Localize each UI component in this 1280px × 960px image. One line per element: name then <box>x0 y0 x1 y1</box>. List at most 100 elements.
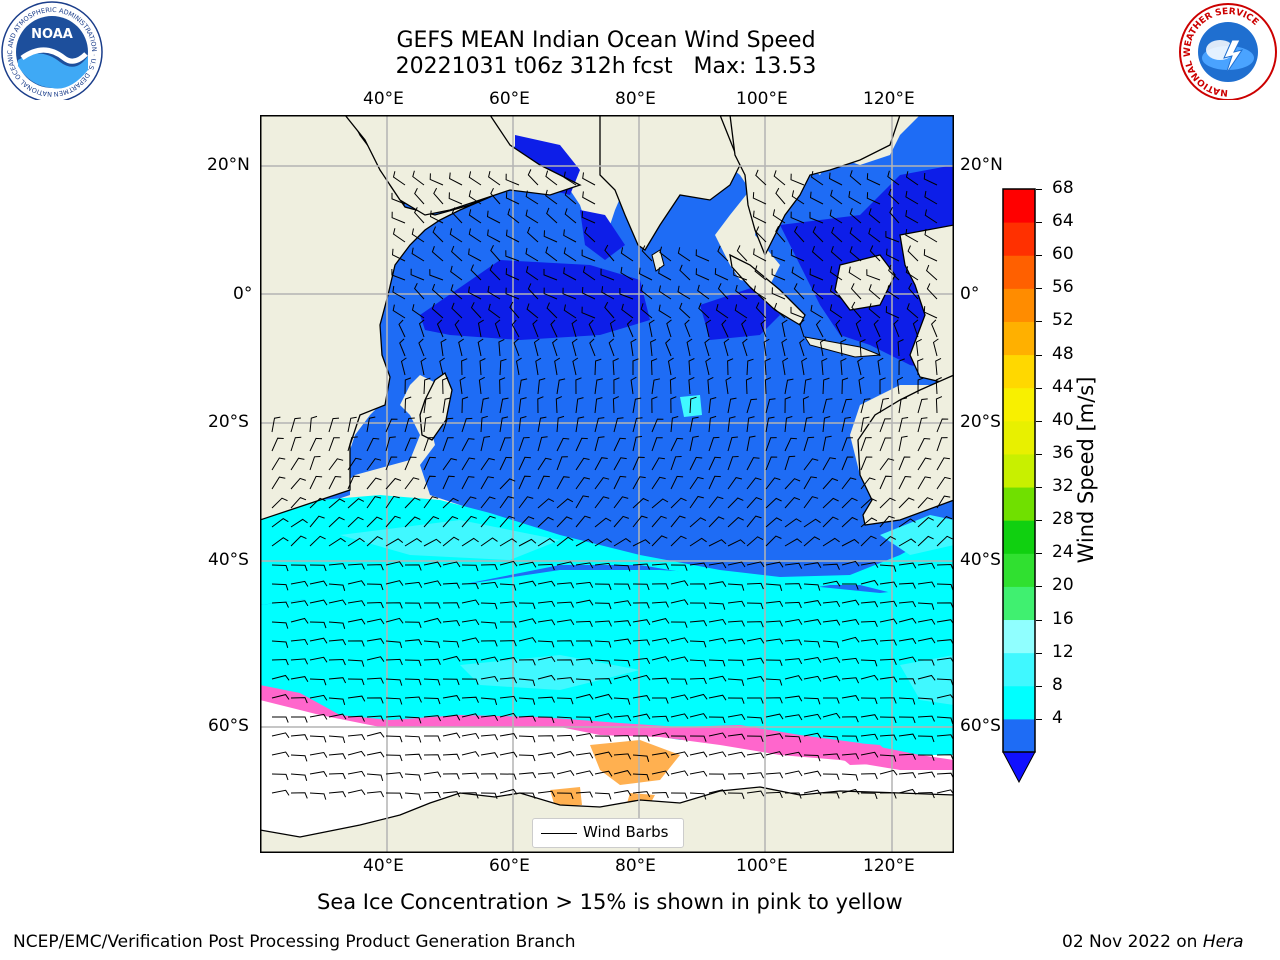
wind-barb <box>898 417 909 433</box>
wind-barb <box>784 714 803 721</box>
wind-barb <box>309 771 328 777</box>
wind-barb <box>708 516 725 528</box>
wind-barb <box>404 581 423 588</box>
wind-barb <box>859 339 866 357</box>
wind-barb <box>461 713 480 719</box>
wind-barb <box>926 283 938 300</box>
wind-barb <box>581 286 596 300</box>
wind-barb <box>727 678 745 686</box>
wind-barb <box>518 475 531 490</box>
wind-barb <box>924 209 938 224</box>
wind-barb <box>829 209 843 224</box>
wind-barb <box>347 416 357 433</box>
wind-barb <box>461 637 480 644</box>
wind-barb <box>885 306 900 319</box>
wind-barb <box>651 770 670 777</box>
wind-barb <box>290 792 308 799</box>
wind-barb <box>525 266 539 281</box>
wind-barb <box>366 697 384 704</box>
wind-barb <box>873 319 881 338</box>
colorbar-segment <box>1003 321 1035 356</box>
wind-barb <box>575 678 593 686</box>
wind-barb <box>803 713 822 720</box>
wind-barb <box>860 497 877 509</box>
wind-barb <box>480 476 494 490</box>
lat-tick-left: 0° <box>233 284 253 304</box>
wind-barb <box>931 319 938 338</box>
wind-barb <box>651 396 658 414</box>
wind-barb <box>271 732 290 739</box>
wind-barb <box>727 659 745 667</box>
wind-barb <box>860 456 873 471</box>
wind-barb <box>670 694 689 701</box>
wind-barb <box>875 338 882 357</box>
wind-barb <box>423 640 441 649</box>
wind-barb <box>885 248 900 262</box>
wind-barb <box>715 303 729 319</box>
wind-barb <box>746 435 756 452</box>
wind-barb <box>411 247 425 262</box>
wind-barb <box>555 396 562 414</box>
wind-barb <box>309 564 327 572</box>
wind-barb <box>515 357 522 376</box>
wind-barb <box>518 772 537 779</box>
wind-barb <box>822 477 839 490</box>
wind-barb <box>450 265 463 281</box>
wind-barb <box>765 791 783 799</box>
wind-barb <box>518 580 537 587</box>
wind-barb <box>721 319 729 338</box>
colorbar-tick-label: 68 <box>1052 178 1074 198</box>
wind-barb <box>537 457 552 471</box>
wind-barb <box>556 640 574 647</box>
wind-barb <box>309 475 323 490</box>
wind-barb <box>499 788 518 795</box>
wind-barb <box>746 515 762 528</box>
wind-barb <box>347 537 365 547</box>
wind-barb <box>835 319 843 338</box>
wind-barb <box>575 732 594 739</box>
wind-barb <box>879 754 897 762</box>
wind-barb <box>915 338 922 357</box>
wind-barb <box>765 678 783 686</box>
wind-barb <box>328 583 346 591</box>
wind-barb <box>754 265 767 281</box>
wind-barb <box>765 583 783 591</box>
wind-barb <box>499 358 507 376</box>
wind-barb <box>468 228 482 243</box>
wind-barb <box>727 600 746 607</box>
colorbar-tick-mark <box>1036 288 1042 290</box>
wind-barb <box>556 536 574 547</box>
wind-barb <box>404 437 417 452</box>
wind-barb <box>290 754 308 762</box>
wind-barb <box>404 396 412 414</box>
wind-barb <box>860 517 878 528</box>
wind-barb <box>746 657 765 664</box>
wind-barb <box>765 600 784 607</box>
wind-barb <box>773 302 786 319</box>
wind-barb <box>765 535 782 547</box>
wind-barb <box>594 602 612 610</box>
wind-barb <box>822 712 841 719</box>
wind-barb <box>347 516 364 528</box>
wind-barb <box>708 773 726 780</box>
wind-barb <box>822 675 841 682</box>
wind-barb <box>898 435 908 452</box>
wind-barb <box>442 516 459 528</box>
wind-barb <box>328 753 347 760</box>
colorbar-segment <box>1003 652 1035 687</box>
wind-barb <box>822 640 840 648</box>
wind-barb <box>917 715 935 722</box>
wind-barb <box>936 476 951 490</box>
wind-barb <box>829 266 843 281</box>
wind-barb <box>328 791 347 798</box>
wind-barb <box>689 713 708 719</box>
lat-tick-right: 0° <box>960 284 980 304</box>
wind-barb <box>347 457 362 471</box>
wind-barb <box>651 437 663 452</box>
wind-barb <box>328 713 347 720</box>
wind-barb <box>725 376 732 395</box>
wind-barb <box>841 695 860 702</box>
wind-barb <box>518 678 536 687</box>
wind-barb <box>822 377 830 395</box>
wind-barb <box>309 415 318 433</box>
